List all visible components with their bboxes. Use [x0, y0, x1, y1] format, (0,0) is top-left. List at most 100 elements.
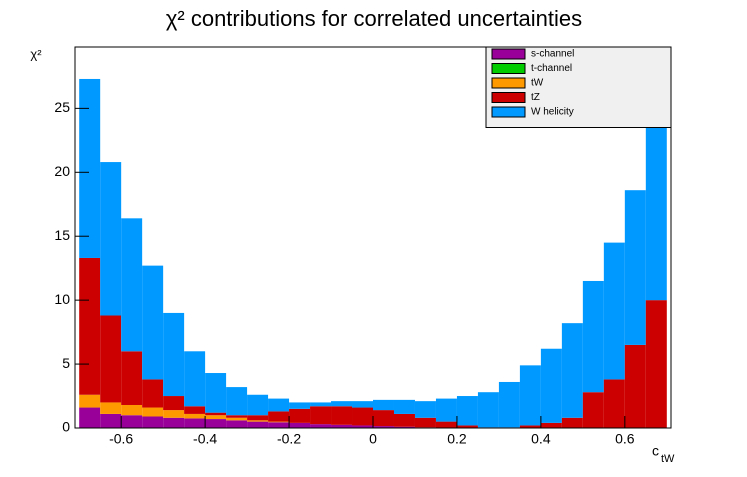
x-tick-label: 0.4 — [531, 431, 551, 447]
bar-segment — [226, 387, 248, 416]
y-tick-label: 5 — [62, 355, 70, 371]
x-tick-label: 0.2 — [447, 431, 467, 447]
legend-swatch — [491, 106, 526, 118]
bar-segment — [352, 407, 373, 426]
bar-segment — [582, 392, 604, 428]
bar-segment — [100, 413, 122, 428]
bar-segment — [289, 408, 311, 423]
bar-segment — [540, 348, 562, 423]
x-tick-label: -0.4 — [193, 431, 217, 447]
legend-label: s-channel — [531, 49, 574, 60]
bar-segment — [393, 399, 415, 414]
bar-segment — [352, 401, 373, 408]
bar-segment — [373, 399, 394, 411]
bar-segment — [624, 344, 646, 428]
bar-segment — [268, 422, 290, 428]
bar-segment — [624, 190, 646, 345]
bar-segment — [540, 422, 562, 428]
bar-segment — [226, 415, 248, 418]
legend-swatch — [491, 48, 526, 60]
bar-segment — [268, 411, 290, 422]
bar-segment — [79, 394, 101, 408]
legend-label: tZ — [531, 92, 540, 103]
bar-segment — [310, 406, 332, 425]
legend-swatch — [491, 63, 526, 74]
bar-segment — [184, 406, 206, 414]
bar-segment — [205, 419, 227, 428]
bar-segment — [100, 402, 122, 414]
bar-segment — [142, 265, 164, 380]
bar-segment — [247, 421, 269, 428]
bar-segment — [519, 365, 541, 426]
bar-segment — [519, 425, 541, 428]
bar-segment — [373, 410, 394, 427]
bar-segment — [603, 242, 625, 380]
bar-segment — [226, 420, 248, 428]
y-axis-label: χ² — [30, 46, 42, 61]
bar-segment — [142, 379, 164, 408]
bar-segment — [247, 420, 269, 422]
x-tick-label: -0.6 — [109, 431, 133, 447]
bar-segment — [477, 392, 499, 428]
bar-segment — [435, 398, 457, 422]
x-axis-label-sub: tW — [661, 453, 675, 465]
bar-segment — [121, 351, 143, 405]
y-tick-label: 10 — [54, 291, 70, 307]
bar-segment — [645, 300, 667, 428]
chart-title: χ² contributions for correlated uncertai… — [166, 6, 582, 31]
bar-segment — [393, 413, 415, 427]
bar-segment — [121, 404, 143, 416]
bar-segment — [645, 119, 667, 301]
y-tick-label: 25 — [54, 99, 70, 115]
bar-segment — [226, 417, 248, 421]
y-tick-label: 20 — [54, 163, 70, 179]
x-axis-label: c — [652, 443, 659, 459]
bar-segment — [456, 396, 478, 426]
bar-segment — [414, 401, 436, 418]
bar-segment — [561, 417, 583, 428]
bar-segment — [142, 416, 164, 428]
bar-segment — [331, 406, 353, 425]
bar-segment — [163, 396, 185, 411]
bar-segment — [205, 373, 227, 413]
legend-label: W helicity — [531, 107, 574, 118]
x-tick-label: 0 — [369, 431, 377, 447]
bar-segment — [121, 415, 143, 428]
bar-segment — [393, 426, 415, 428]
bar-segment — [289, 402, 311, 409]
bar-segment — [414, 417, 436, 428]
bar-segment — [247, 415, 269, 421]
bar-segment — [205, 412, 227, 416]
bar-segment — [331, 401, 353, 407]
bar-segment — [310, 402, 332, 407]
bar-segment — [498, 381, 520, 428]
y-tick-label: 0 — [62, 419, 70, 435]
bar-segment — [582, 280, 604, 393]
bar-segment — [79, 407, 101, 428]
x-tick-label: -0.2 — [277, 431, 301, 447]
bar-segment — [247, 394, 269, 416]
bar-segment — [603, 379, 625, 428]
bar-segment — [184, 413, 206, 419]
x-tick-label: 0.6 — [615, 431, 635, 447]
bar-segment — [373, 426, 394, 428]
bar-segment — [435, 421, 457, 428]
bar-segment — [79, 257, 101, 395]
bar-segment — [163, 312, 185, 397]
bar-segment — [142, 407, 164, 417]
bar-segment — [100, 315, 122, 403]
legend-label: tW — [531, 78, 544, 89]
bar-segment — [163, 417, 185, 428]
y-tick-label: 15 — [54, 227, 70, 243]
bar-segment — [268, 421, 290, 423]
bar-segment — [268, 398, 290, 412]
bar-segment — [456, 425, 478, 428]
bar-segment — [331, 424, 353, 428]
bar-segment — [79, 78, 101, 258]
bar-segment — [184, 418, 206, 428]
bar-segment — [310, 424, 332, 428]
bar-segment — [100, 162, 122, 316]
legend-label: t-channel — [531, 63, 572, 74]
bar-segment — [205, 415, 227, 420]
